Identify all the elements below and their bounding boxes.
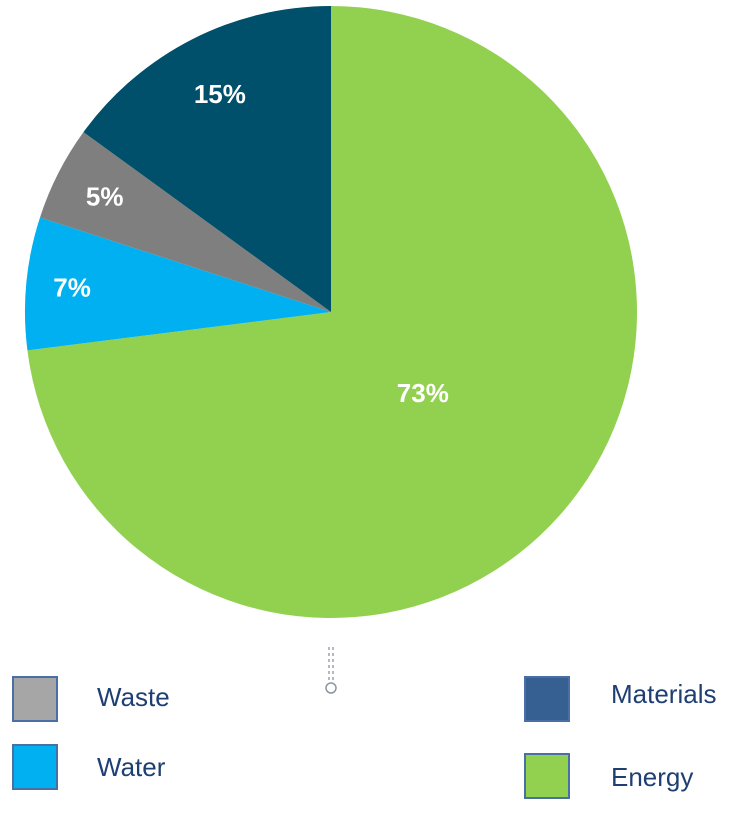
legend-label-energy: Energy [611, 762, 694, 792]
chart-connector-handle [325, 647, 337, 694]
legend-swatch-water [12, 744, 58, 790]
pie-slice-waste [39, 132, 331, 312]
legend-label-materials: Materials [611, 679, 717, 709]
pie-slice-energy [27, 6, 638, 618]
data-label-energy: 73% [397, 378, 449, 408]
pie-labels: 73% 7% 5% 15% [53, 79, 449, 408]
pie-slice-water [25, 217, 332, 351]
pie-slice-materials [83, 6, 331, 312]
legend-swatch-waste [12, 676, 58, 722]
legend-label-waste: Waste [97, 682, 170, 712]
data-label-waste: 5% [86, 182, 124, 212]
data-label-water: 7% [53, 273, 91, 303]
pie-slices [25, 6, 638, 618]
data-label-materials: 15% [194, 79, 246, 109]
legend-swatch-energy [524, 753, 570, 799]
legend-label-water: Water [97, 752, 166, 782]
legend-swatch-materials [524, 676, 570, 722]
